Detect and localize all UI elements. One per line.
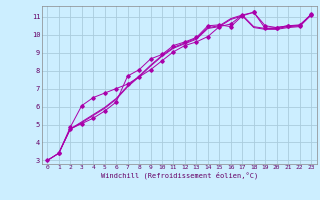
X-axis label: Windchill (Refroidissement éolien,°C): Windchill (Refroidissement éolien,°C): [100, 172, 258, 179]
